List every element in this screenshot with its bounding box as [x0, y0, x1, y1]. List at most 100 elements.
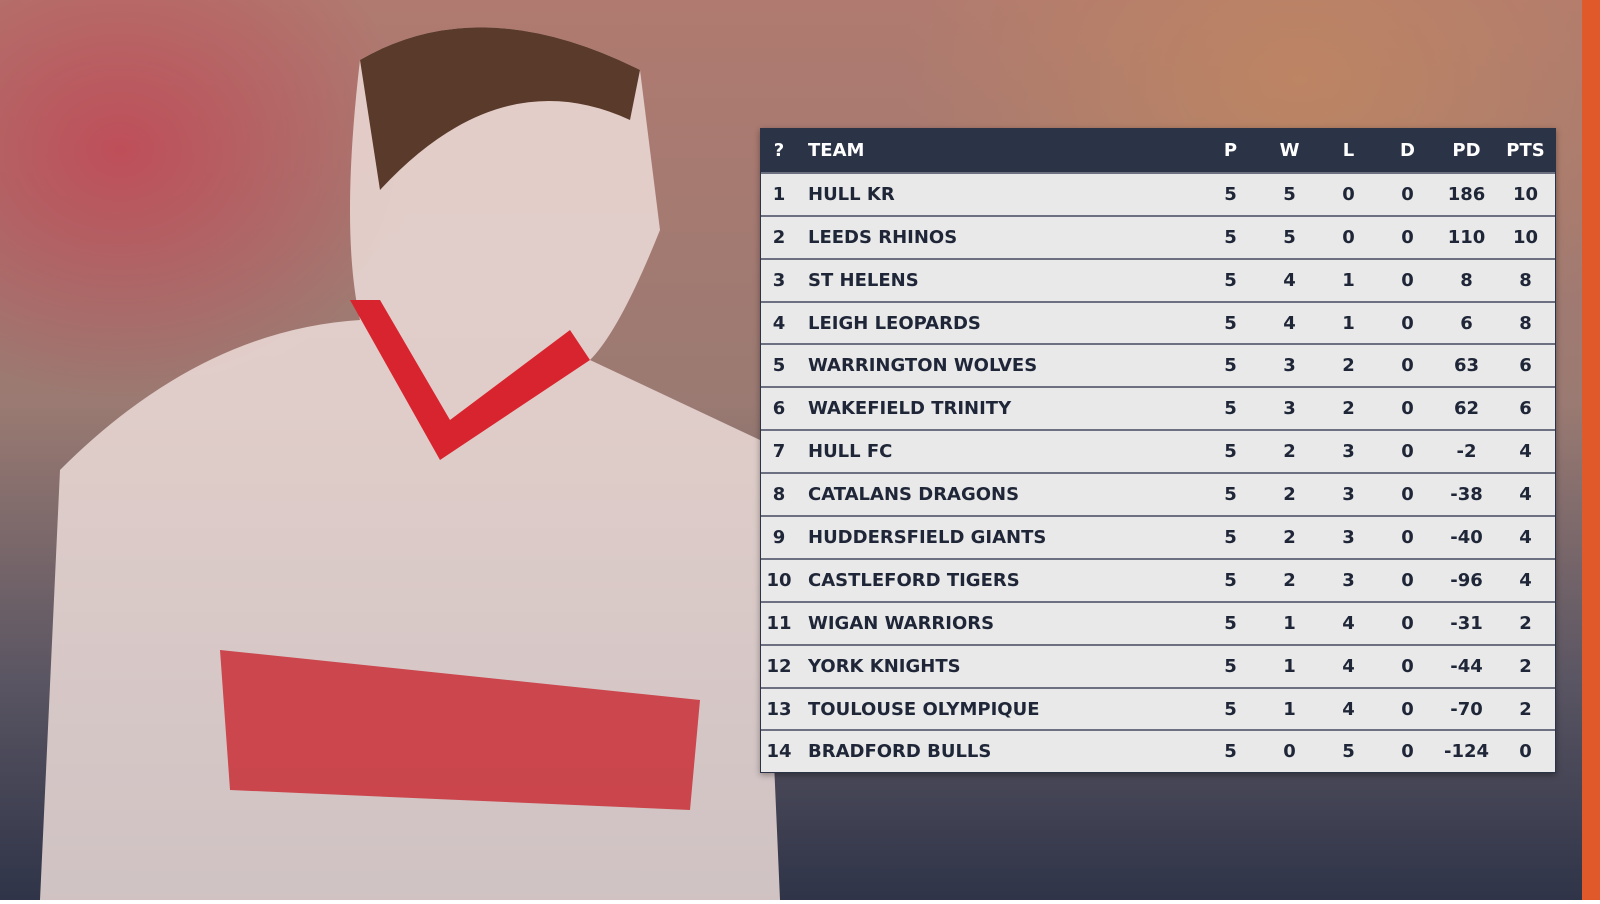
table-cell: 3: [772, 269, 786, 291]
table-cell: 2: [1342, 398, 1355, 420]
table-cell: 2: [1283, 526, 1296, 548]
table-cell: -40: [1450, 526, 1483, 548]
accent-stripe: [1582, 0, 1600, 900]
table-cell: 2: [1283, 484, 1296, 506]
table-cell: 1: [1342, 269, 1355, 291]
table-cell: ST HELENS: [808, 269, 919, 291]
table-cell: 3: [1283, 355, 1296, 377]
table-cell: 8: [1519, 312, 1532, 334]
table-cell: 2: [1283, 441, 1296, 463]
table-cell: -44: [1450, 655, 1483, 677]
table-cell: 2: [1283, 569, 1296, 591]
table-cell: 1: [772, 183, 786, 205]
table-row: 3 ST HELENS 5 4 1 0 8 8: [761, 257, 1555, 301]
table-cell: HULL FC: [808, 441, 893, 463]
table-cell: 5: [772, 355, 786, 377]
table-cell: WARRINGTON WOLVES: [808, 355, 1038, 377]
table-cell: 0: [1401, 655, 1414, 677]
table-cell: 5: [1224, 441, 1237, 463]
table-cell: 2: [1519, 698, 1532, 720]
table-cell: 0: [1519, 741, 1532, 763]
table-cell: 62: [1453, 398, 1480, 420]
table-row: 8 CATALANS DRAGONS 5 2 3 0 -38 4: [761, 472, 1555, 516]
table-cell: 8: [1460, 269, 1473, 291]
table-cell: 5: [1224, 484, 1237, 506]
table-cell: 8: [1519, 269, 1532, 291]
table-cell: 0: [1401, 183, 1414, 205]
table-row: 10 CASTLEFORD TIGERS 5 2 3 0 -96 4: [761, 557, 1555, 601]
table-cell: 0: [1401, 226, 1414, 248]
table-cell: 63: [1453, 355, 1480, 377]
header-cell: P: [1223, 139, 1238, 161]
table-cell: 5: [1224, 355, 1237, 377]
table-cell: 10: [1512, 226, 1539, 248]
table-cell: 13: [766, 698, 792, 720]
table-cell: 3: [1342, 484, 1355, 506]
table-cell: -70: [1450, 698, 1483, 720]
table-cell: 1: [1283, 612, 1296, 634]
league-table: ? TEAM P W L D PD PTS 1 HULL KR 5 5 0 0 186 10 2 LEEDS RH…: [760, 128, 1556, 774]
table-cell: WAKEFIELD TRINITY: [808, 398, 1012, 420]
table-cell: 0: [1401, 398, 1414, 420]
table-cell: 6: [1519, 355, 1532, 377]
table-row: 2 LEEDS RHINOS 5 5 0 0 110 10: [761, 214, 1555, 258]
table-cell: 2: [1342, 355, 1355, 377]
table-cell: 4: [772, 312, 786, 334]
header-cell: PD: [1452, 139, 1481, 161]
table-cell: 5: [1224, 226, 1237, 248]
table-cell: 0: [1342, 183, 1355, 205]
table-cell: 10: [1512, 183, 1539, 205]
table-cell: 2: [772, 226, 786, 248]
table-cell: 3: [1342, 569, 1355, 591]
table-cell: 5: [1224, 655, 1237, 677]
table-row: 6 WAKEFIELD TRINITY 5 3 2 0 62 6: [761, 386, 1555, 430]
table-cell: 0: [1401, 698, 1414, 720]
table-cell: 7: [772, 441, 786, 463]
table-cell: 4: [1519, 441, 1532, 463]
table-row: 5 WARRINGTON WOLVES 5 3 2 0 63 6: [761, 343, 1555, 387]
table-cell: HULL KR: [808, 183, 895, 205]
table-cell: 5: [1224, 183, 1237, 205]
table-row: 14 BRADFORD BULLS 5 0 5 0 -124 0: [761, 729, 1555, 773]
table-cell: 5: [1342, 741, 1355, 763]
table-cell: 0: [1283, 741, 1296, 763]
table-cell: 5: [1224, 612, 1237, 634]
table-cell: 3: [1342, 526, 1355, 548]
table-cell: 1: [1283, 698, 1296, 720]
table-cell: 0: [1401, 526, 1414, 548]
table-cell: YORK KNIGHTS: [808, 655, 961, 677]
table-cell: WIGAN WARRIORS: [808, 612, 995, 634]
table-cell: 5: [1224, 398, 1237, 420]
header-cell: TEAM: [808, 139, 865, 161]
header-cell: L: [1342, 139, 1355, 161]
table-cell: -31: [1450, 612, 1483, 634]
table-cell: CATALANS DRAGONS: [808, 484, 1020, 506]
table-cell: -124: [1443, 741, 1490, 763]
table-cell: 2: [1519, 655, 1532, 677]
table-cell: 0: [1342, 226, 1355, 248]
table-cell: 5: [1224, 741, 1237, 763]
table-cell: -2: [1456, 441, 1477, 463]
table-cell: HUDDERSFIELD GIANTS: [808, 526, 1047, 548]
table-cell: 3: [1342, 441, 1355, 463]
table-cell: 4: [1342, 612, 1355, 634]
table-cell: 1: [1342, 312, 1355, 334]
table-cell: 5: [1224, 526, 1237, 548]
table-cell: 0: [1401, 612, 1414, 634]
table-cell: 4: [1283, 269, 1296, 291]
table-cell: 5: [1224, 269, 1237, 291]
table-cell: TOULOUSE OLYMPIQUE: [808, 698, 1040, 720]
table-cell: 8: [772, 484, 786, 506]
table-cell: 6: [1519, 398, 1532, 420]
table-cell: LEIGH LEOPARDS: [808, 312, 981, 334]
table-cell: 11: [766, 612, 792, 634]
table-cell: 6: [772, 398, 786, 420]
table-cell: 0: [1401, 569, 1414, 591]
table-row: 11 WIGAN WARRIORS 5 1 4 0 -31 2: [761, 600, 1555, 644]
table-row: 12 YORK KNIGHTS 5 1 4 0 -44 2: [761, 643, 1555, 687]
table-cell: 5: [1283, 226, 1296, 248]
table-cell: 0: [1401, 441, 1414, 463]
table-cell: 0: [1401, 355, 1414, 377]
